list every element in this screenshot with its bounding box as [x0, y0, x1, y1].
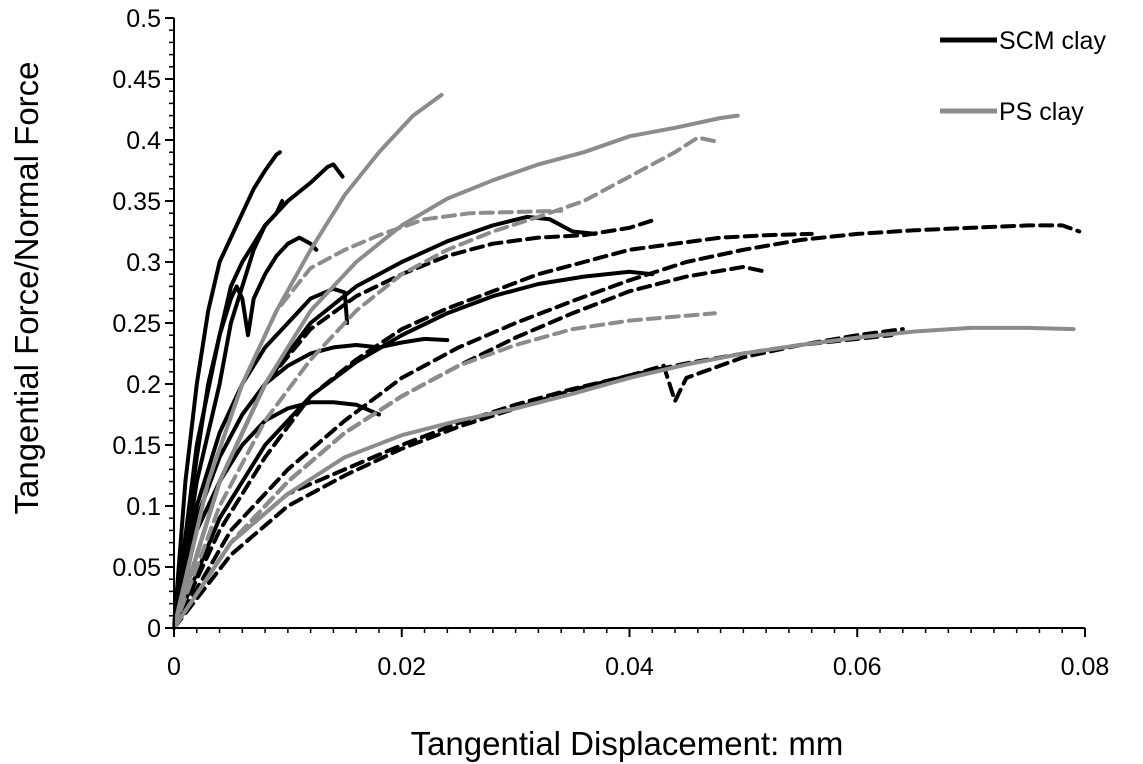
y-tick-label: 0.35 — [112, 188, 161, 216]
series-line-ps-solid-17 — [172, 325, 1076, 630]
series-line-scm-solid-0 — [172, 150, 282, 630]
series-line-scm-solid-8 — [172, 269, 655, 630]
series-line-ps-dashed-18 — [172, 208, 564, 630]
tick-labels: 0 0.02 0.04 0.06 0.08 0 0.05 0.1 0.15 0.2 0.25 0.3 0… — [112, 5, 1109, 681]
legend-label-scm: SCM clay — [999, 27, 1106, 55]
y-tick-label: 0.15 — [112, 432, 161, 460]
y-tick-label: 0.05 — [112, 554, 161, 582]
x-tick-label: 0.08 — [1061, 653, 1110, 681]
y-tick-label: 0.2 — [126, 371, 161, 399]
axes-layer — [165, 17, 1086, 637]
series-line-ps-dashed-20 — [172, 311, 717, 630]
x-tick-label: 0.02 — [377, 653, 426, 681]
y-tick-label: 0.3 — [126, 249, 161, 277]
series-line-scm-dashed-12 — [172, 223, 1082, 630]
y-tick-label: 0.25 — [112, 310, 161, 338]
y-tick-label: 0.5 — [126, 5, 161, 33]
series-line-scm-dashed-13 — [172, 327, 905, 630]
series-line-scm-solid-4 — [172, 286, 350, 630]
y-tick-label: 0 — [147, 615, 161, 643]
series-line-scm-dashed-14 — [172, 333, 894, 630]
x-tick-label: 0 — [167, 653, 181, 681]
y-tick-label: 0.1 — [126, 493, 161, 521]
x-axis-title: Tangential Displacement: mm — [411, 725, 844, 762]
series-layer — [172, 92, 1082, 630]
y-tick-label: 0.45 — [112, 66, 161, 94]
series-line-scm-dashed-9 — [172, 218, 655, 630]
legend-label-ps: PS clay — [999, 98, 1084, 126]
legend: SCM clay PS clay — [940, 27, 1106, 126]
series-line-ps-dashed-19 — [172, 135, 723, 630]
x-tick-label: 0.06 — [833, 653, 882, 681]
y-axis-title: Tangential Force/Normal Force — [8, 61, 45, 514]
series-line-ps-solid-16 — [172, 113, 740, 630]
series-line-scm-solid-5 — [172, 336, 450, 630]
x-tick-label: 0.04 — [605, 653, 654, 681]
series-line-scm-dashed-10 — [172, 231, 814, 630]
y-tick-label: 0.4 — [126, 127, 161, 155]
series-line-scm-solid-3 — [172, 235, 319, 630]
